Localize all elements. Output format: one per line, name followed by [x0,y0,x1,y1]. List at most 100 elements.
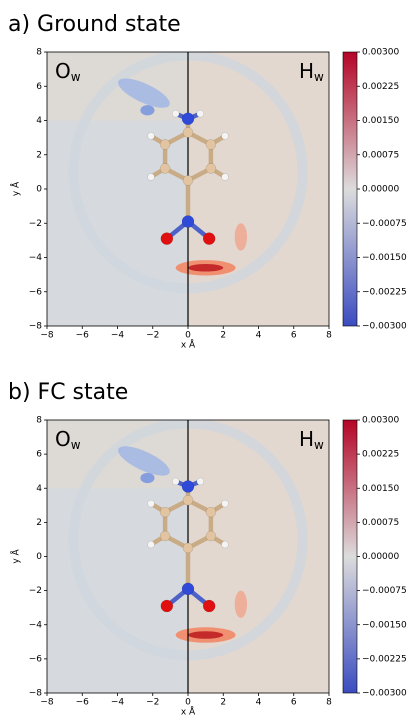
colorbar-tick-label: 0.00150 [362,484,399,494]
annotation-text: O [55,59,71,83]
y-tick-label: 6 [36,450,42,460]
annotation-sub: w [71,70,81,84]
carbon [205,530,217,542]
x-tick-label: 2 [220,698,226,708]
x-tick-label: 6 [291,698,297,708]
y-tick-label: 8 [36,416,42,426]
colorbar-tick-label: −0.00225 [362,654,407,664]
panel-title: a) Ground state [8,12,181,37]
y-tick-label: −4 [29,253,43,263]
x-tick-label: 4 [256,331,262,341]
colorbar-tick-label: 0.00000 [362,185,399,195]
nitrogen [181,480,195,493]
carbon [159,506,171,518]
y-tick-label: −4 [29,620,43,630]
y-tick-label: 4 [36,484,42,494]
x-tick-label: −8 [40,331,54,341]
x-tick-label: −6 [76,331,90,341]
x-tick-label: 8 [326,331,332,341]
carbon [205,163,217,174]
y-axis-label: y Å [10,548,22,563]
colorbar-tick-label: −0.00300 [362,689,407,699]
y-tick-label: 6 [36,82,42,92]
y-tick-label: −2 [29,586,42,596]
annotation-sub: w [314,438,324,452]
colorbar-tick-label: −0.00300 [362,322,407,332]
colorbar-tick-label: 0.00150 [362,116,399,126]
y-axis-label: y Å [10,181,22,196]
hydrogen [147,540,155,549]
colorbar-tick-label: 0.00300 [362,416,399,426]
colorbar-tick-label: −0.00225 [362,287,407,297]
annotation-text: H [299,427,314,451]
x-tick-label: −6 [76,698,90,708]
panel-title: b) FC state [8,380,128,405]
colorbar-tick-label: −0.00150 [362,620,407,630]
carbon [159,139,171,150]
x-tick-label: 0 [185,698,191,708]
hydrogen [147,132,155,140]
hydrogen [147,499,155,508]
hydrogen [221,499,229,508]
hydrogen [221,132,229,140]
hydrogen [196,477,205,486]
x-tick-label: 2 [220,331,226,341]
colorbar-tick-label: −0.00150 [362,253,407,263]
carbon [205,506,217,518]
annotation-text: O [55,427,71,451]
nitrogen [181,112,195,126]
hydrogen [171,477,180,486]
hydrogen [221,173,229,181]
oxygen [202,232,216,245]
blue-blob [140,472,155,484]
blue-blob [118,78,170,108]
red-blob-inner [188,631,224,639]
colorbar-tick-label: −0.00075 [362,219,407,229]
hydrogen [221,540,229,549]
carbon [182,127,194,138]
blue-blob [118,446,170,476]
x-axis-label: x Å [181,339,196,351]
y-tick-label: −2 [29,219,42,229]
annotation: Ow [55,59,81,84]
y-tick-label: 4 [36,116,42,126]
colorbar [342,51,358,327]
y-tick-label: 2 [36,518,42,528]
y-tick-label: −6 [29,287,43,297]
carbon [159,530,171,542]
y-tick-label: −8 [29,322,43,332]
carbon [205,139,217,150]
colorbar [342,419,358,694]
x-tick-label: 0 [185,331,191,341]
y-tick-label: −8 [29,689,43,699]
annotation-text: H [299,59,314,83]
y-tick-label: 2 [36,150,42,160]
colorbar-tick-label: −0.00075 [362,586,407,596]
x-tick-label: 6 [291,331,297,341]
x-tick-label: −4 [111,698,125,708]
colorbar-tick-label: 0.00300 [362,48,399,58]
red-streak [234,590,248,618]
annotation-sub: w [314,70,324,84]
x-tick-label: −2 [146,331,159,341]
hydrogen [196,109,205,118]
blue-blob [140,105,155,116]
x-axis-label: x Å [181,706,196,718]
colorbar-tick-label: 0.00225 [362,450,399,460]
oxygen [160,599,174,613]
annotation: Hw [299,59,324,84]
x-tick-label: 8 [326,698,332,708]
red-blob-inner [188,264,224,272]
carbon [159,163,171,174]
y-tick-label: −6 [29,654,43,664]
y-tick-label: 0 [36,185,42,195]
y-tick-label: 8 [36,48,42,58]
colorbar-tick-label: 0.00075 [362,150,399,160]
x-tick-label: −4 [111,331,125,341]
annotation: Ow [55,427,81,452]
hydrogen [171,109,180,118]
y-tick-label: 0 [36,552,42,562]
annotation: Hw [299,427,324,452]
nitrogen [181,582,195,596]
